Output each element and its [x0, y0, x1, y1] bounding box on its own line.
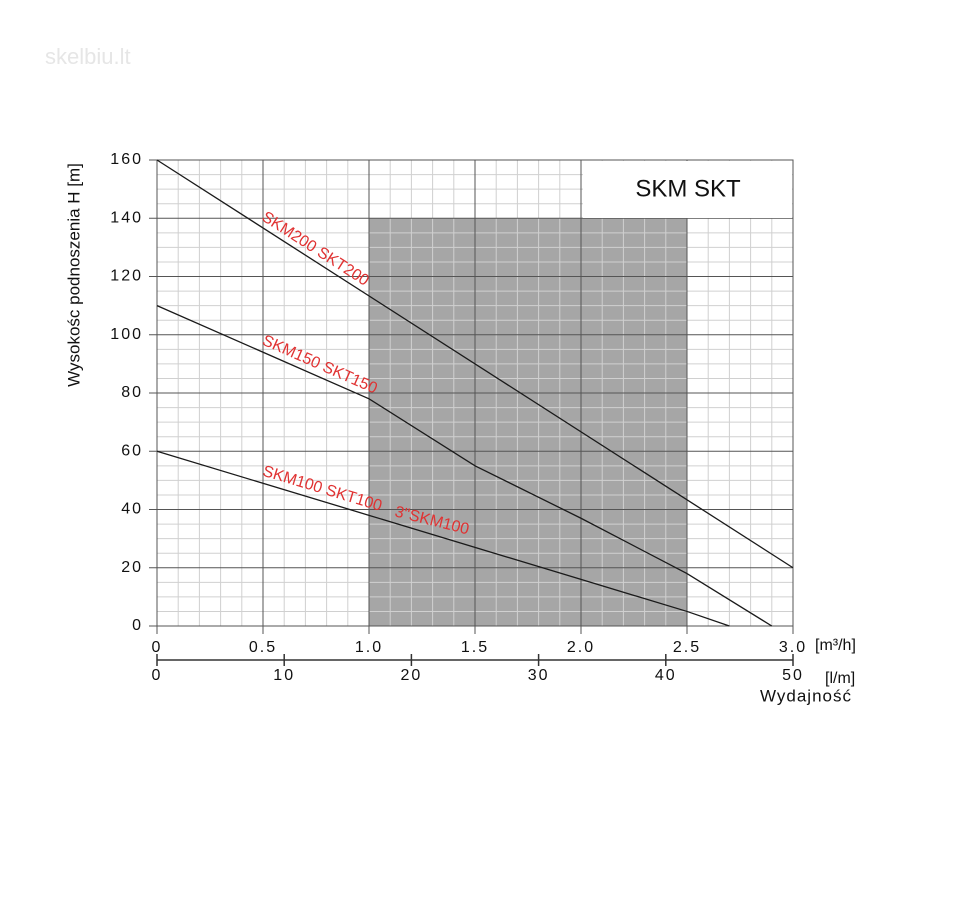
x-tick-label: 1.0 — [355, 639, 383, 656]
x-tick-label: 0 — [152, 639, 163, 656]
y-tick-label: 120 — [110, 268, 143, 285]
series-line — [156, 450, 730, 627]
chart-title: SKM SKT — [635, 175, 741, 202]
series-line — [156, 159, 794, 569]
series-label: SKM150 SKT150 — [260, 332, 380, 397]
x2-tick-label: 0 — [152, 667, 163, 684]
y-tick-label: 20 — [121, 559, 143, 576]
y-tick-label: 80 — [121, 384, 143, 401]
watermark: skelbiu.lt — [45, 44, 131, 69]
x2-tick-label: 50 — [782, 667, 804, 684]
x2-unit: [l/m] — [825, 670, 855, 687]
x-axis-label: Wydajność — [760, 686, 852, 705]
y-tick-label: 140 — [110, 209, 143, 226]
y-tick-label: 0 — [132, 617, 143, 634]
series-line — [156, 305, 773, 627]
title-box — [583, 161, 792, 218]
series-label: SKM100 SKT100 — [261, 463, 384, 515]
x2-tick-label: 40 — [655, 667, 677, 684]
x2-tick-label: 30 — [528, 667, 550, 684]
x-tick-label: 1.5 — [461, 639, 489, 656]
x-tick-label: 0.5 — [249, 639, 277, 656]
x2-tick-label: 20 — [401, 667, 423, 684]
x-unit: [m³/h] — [815, 637, 856, 654]
plot-border — [156, 159, 794, 627]
y-tick-label: 40 — [121, 501, 143, 518]
x-tick-label: 2.0 — [567, 639, 595, 656]
series-label: SKM200 SKT200 — [259, 209, 372, 290]
y-tick-label: 160 — [110, 151, 143, 168]
y-axis-label: Wysokośc podnoszenia H [m] — [64, 163, 83, 387]
y-tick-label: 100 — [110, 326, 143, 343]
y-tick-label: 60 — [121, 442, 143, 459]
x2-tick-label: 10 — [273, 667, 295, 684]
x-tick-label: 2.5 — [673, 639, 701, 656]
x-tick-label: 3.0 — [779, 639, 807, 656]
